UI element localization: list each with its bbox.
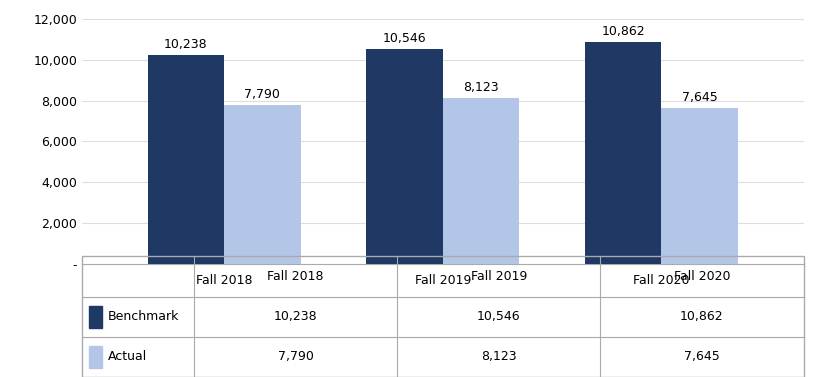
Bar (224, 105, 301, 264)
Text: 10,862: 10,862 (679, 310, 723, 323)
Text: 8,123: 8,123 (463, 81, 498, 94)
Text: Fall 2018: Fall 2018 (196, 274, 252, 287)
Bar (89, 306, 102, 328)
Text: 7,790: 7,790 (277, 350, 313, 363)
Text: Fall 2020: Fall 2020 (673, 270, 730, 283)
Bar (661, 108, 737, 264)
Text: 10,238: 10,238 (164, 38, 207, 51)
Text: Actual: Actual (108, 350, 147, 363)
Text: 8,123: 8,123 (480, 350, 516, 363)
Text: Fall 2019: Fall 2019 (414, 274, 470, 287)
Text: Benchmark: Benchmark (108, 310, 179, 323)
Bar (366, 49, 442, 264)
Bar (584, 42, 661, 264)
Text: 10,862: 10,862 (600, 25, 645, 38)
Text: Fall 2018: Fall 2018 (267, 270, 324, 283)
Text: Fall 2020: Fall 2020 (632, 274, 689, 287)
Text: 10,546: 10,546 (477, 310, 520, 323)
Text: 7,645: 7,645 (681, 91, 717, 104)
Bar (89, 346, 102, 368)
Text: 7,790: 7,790 (244, 88, 280, 101)
Text: 10,546: 10,546 (382, 32, 426, 45)
Text: 7,645: 7,645 (683, 350, 719, 363)
Text: 10,238: 10,238 (274, 310, 317, 323)
Bar (442, 98, 518, 264)
Text: Fall 2019: Fall 2019 (470, 270, 527, 283)
Bar (147, 55, 224, 264)
